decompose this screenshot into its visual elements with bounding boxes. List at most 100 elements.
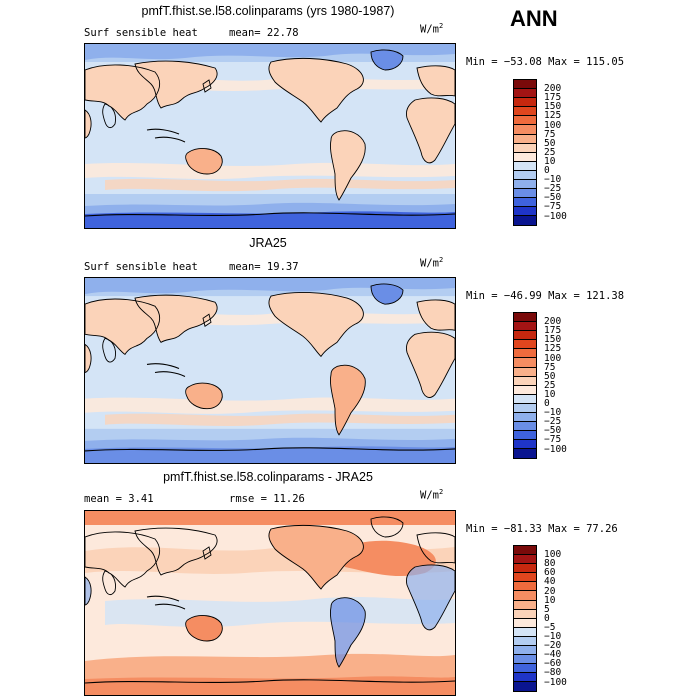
colorbar-tick-label: 175 (544, 325, 562, 337)
coastline-antarctica (85, 679, 455, 684)
heat-south-america (330, 130, 366, 200)
colorbar-tick-label: −100 (544, 443, 567, 455)
heat-south-america (330, 365, 366, 435)
coastline-indonesia (146, 128, 186, 143)
colorbar-tick-label: −100 (544, 210, 567, 222)
colorbar-tick-label: 50 (544, 137, 556, 149)
panel-1-mean: mean= 22.78 (229, 27, 299, 39)
coastline-greenland (370, 49, 404, 71)
anomaly-blue-south-america (330, 597, 366, 667)
coastline-eurasia (85, 531, 455, 588)
panel-1-map (84, 43, 456, 229)
coastline-japan (202, 546, 212, 560)
coastline-japan (202, 313, 212, 327)
colorbar-tick-label: −75 (544, 434, 562, 446)
colorbar-tick-label: 0 (544, 398, 550, 409)
coastline-greenland (370, 516, 404, 538)
anomaly-north-america (268, 525, 364, 589)
colorbar-tick-label: −100 (544, 676, 567, 688)
colorbar-tick-label: 5 (544, 603, 550, 615)
panel-1-units: W/m2 (420, 22, 444, 36)
colorbar-tick-label: 20 (544, 585, 556, 597)
colorbar-tick-label: 75 (544, 128, 556, 140)
colorbar-tick-label: 80 (544, 558, 556, 570)
colorbar-swatch (513, 448, 537, 459)
panel-3-map (84, 510, 456, 696)
panel-3-mean: mean = 3.41 (84, 493, 154, 505)
panel-2-map (84, 277, 456, 464)
coastline-asia_east (134, 60, 218, 109)
coastline-africa (85, 564, 455, 631)
colorbar-tick-label: 100 (544, 352, 562, 364)
colorbar-tick-label: −75 (544, 201, 562, 213)
coastline-south_america (330, 597, 366, 668)
heat-australia (185, 383, 223, 409)
heat-eurasia (85, 299, 455, 355)
coastline-greenland (370, 283, 404, 305)
colorbar-tick-label: 50 (544, 370, 556, 382)
panel-2-colorbar (513, 312, 537, 459)
coastline-north_america (268, 292, 364, 358)
colorbar-tick-label: −25 (544, 416, 562, 428)
colorbar-swatch (513, 215, 537, 226)
colorbar-tick-label: 25 (544, 379, 556, 391)
colorbar-tick-label: 40 (544, 576, 556, 588)
colorbar-tick-label: 75 (544, 361, 556, 373)
cold-greenland (371, 49, 403, 70)
heat-north-america (268, 58, 364, 122)
colorbar-tick-label: −60 (544, 658, 562, 670)
colorbar-tick-label: 200 (544, 83, 562, 95)
coastline-australia (185, 148, 223, 175)
coastline-africa (85, 97, 455, 164)
colorbar-tick-label: 0 (544, 612, 550, 624)
panel-2-title: JRA25 (249, 236, 287, 250)
colorbar-tick-label: −80 (544, 667, 562, 679)
colorbar-tick-label: 125 (544, 110, 562, 122)
coastline-eurasia (85, 298, 455, 356)
colorbar-tick-label: −10 (544, 631, 562, 642)
coastline-south_america (330, 130, 366, 201)
colorbar-tick-label: 100 (544, 119, 562, 131)
coastline-antarctica (85, 212, 455, 217)
colorbar-tick-label: −50 (544, 192, 562, 204)
coastline-japan (202, 79, 212, 93)
coastline-eurasia (85, 64, 455, 121)
colorbar-tick-label: −10 (544, 174, 562, 186)
colorbar-tick-label: 25 (544, 146, 556, 158)
heat-australia (185, 148, 223, 174)
map-field (85, 44, 455, 228)
colorbar-swatch (513, 681, 537, 692)
panel-1-variable: Surf sensible heat (84, 27, 198, 39)
coastline-india (102, 337, 116, 363)
colorbar-tick-label: 10 (544, 155, 556, 167)
colorbar-tick-label: 10 (544, 388, 556, 400)
coastline-australia (185, 615, 223, 642)
coastline-australia (185, 382, 223, 410)
map-field (85, 511, 455, 695)
panel-3-minmax: Min = −81.33 Max = 77.26 (466, 523, 618, 535)
colorbar-tick-label: −5 (544, 621, 556, 633)
colorbar-tick-label: 175 (544, 92, 562, 104)
coastline-asia_east (134, 527, 218, 576)
colorbar-tick-label: −10 (544, 407, 562, 419)
anomaly-blue-africa (85, 564, 455, 630)
colorbar-tick-label: 100 (544, 549, 562, 561)
panel-3-title: pmfT.fhist.se.l58.colinparams - JRA25 (163, 470, 373, 484)
coastline-africa (85, 331, 455, 398)
panel-1-colorbar (513, 79, 537, 226)
coastline-antarctica (85, 447, 455, 452)
panel-2-mean: mean= 19.37 (229, 261, 299, 273)
coastline-indonesia (146, 363, 186, 378)
coastline-asia_east (134, 294, 218, 343)
colorbar-tick-label: 200 (544, 316, 562, 328)
panel-2-units: W/m2 (420, 256, 444, 270)
coastline-north_america (268, 524, 364, 590)
colorbar-tick-label: −40 (544, 649, 562, 661)
panel-3-rmse: rmse = 11.26 (229, 493, 305, 505)
colorbar-tick-label: −50 (544, 425, 562, 437)
map-field (85, 278, 455, 463)
colorbar-tick-label: −25 (544, 183, 562, 195)
heat-north-america (268, 292, 364, 357)
heat-eurasia (85, 64, 455, 120)
panel-3-colorbar (513, 545, 537, 692)
